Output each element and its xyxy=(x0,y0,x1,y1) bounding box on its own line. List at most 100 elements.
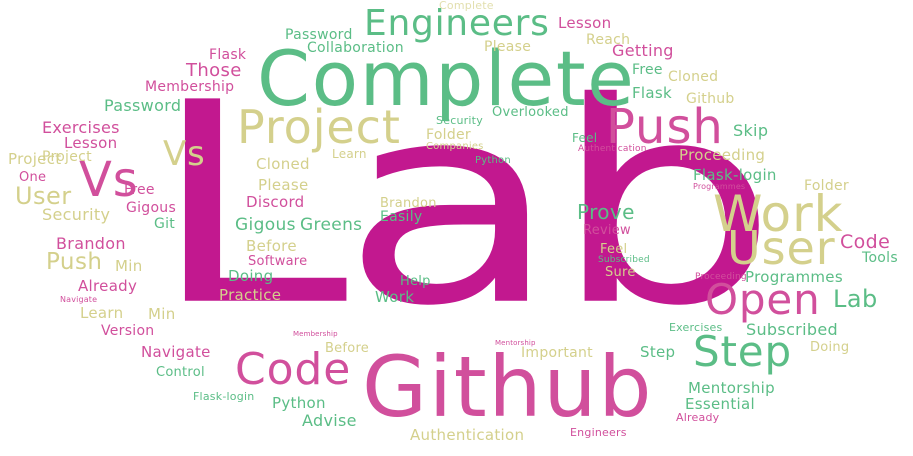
word: Getting xyxy=(612,41,674,60)
word: Easily xyxy=(380,209,423,225)
word: Doing xyxy=(228,267,274,285)
word: Proceeding xyxy=(695,272,747,282)
word: Discord xyxy=(246,193,305,211)
word: Tools xyxy=(862,250,898,266)
word: Please xyxy=(258,176,309,194)
word: Min xyxy=(115,257,143,275)
word: Vs xyxy=(163,134,206,174)
word: Reach xyxy=(586,32,631,48)
word: Flask xyxy=(632,84,672,102)
word: Sure xyxy=(605,265,636,280)
word: Security xyxy=(436,114,483,127)
word: Work xyxy=(375,288,415,306)
word: Already xyxy=(78,277,138,295)
word: Authentication xyxy=(410,426,525,444)
word: Navigate xyxy=(60,295,98,304)
word: Help xyxy=(400,274,431,289)
word: Vs xyxy=(79,152,139,208)
word: Complete xyxy=(257,34,636,123)
word: Folder xyxy=(804,178,849,194)
word: Membership xyxy=(145,79,235,95)
word: One xyxy=(19,170,47,185)
word: Exercises xyxy=(669,321,723,334)
word: Open xyxy=(705,275,821,324)
word: Git xyxy=(154,216,176,232)
word: Subscribed xyxy=(746,320,838,339)
word: Lesson xyxy=(64,134,118,152)
word: Password xyxy=(285,27,353,43)
word: Skip xyxy=(733,121,769,140)
word: Already xyxy=(676,411,720,424)
word: Those xyxy=(186,60,242,81)
word: Complete xyxy=(439,0,494,12)
word: Password xyxy=(104,96,182,115)
word: Mentorship xyxy=(688,379,775,397)
word: Gigous xyxy=(235,215,296,235)
word: Doing xyxy=(810,340,850,355)
word: Gigous xyxy=(126,200,177,216)
word: Brandon xyxy=(56,234,126,253)
word: Project xyxy=(42,149,92,165)
word: Practice xyxy=(219,286,282,304)
word: Python xyxy=(272,394,326,412)
word: Push xyxy=(606,99,724,155)
word: Programmes xyxy=(693,182,746,191)
word: Prove xyxy=(577,200,635,224)
word: Python xyxy=(475,155,511,166)
word: Step xyxy=(693,327,792,376)
word: Free xyxy=(124,182,155,198)
word: Membership xyxy=(293,330,338,338)
word: Flask xyxy=(209,47,247,63)
word: Work xyxy=(713,185,844,243)
word: Min xyxy=(148,305,176,323)
word: Advise xyxy=(302,411,357,430)
word: Engineers xyxy=(364,3,550,44)
word: Folder xyxy=(426,127,471,143)
word: Github xyxy=(686,91,735,107)
word: Overlooked xyxy=(492,105,569,120)
word: Project xyxy=(237,100,401,154)
word: User xyxy=(15,182,72,210)
word: Subscribed xyxy=(598,255,650,265)
word: Please xyxy=(484,39,532,55)
word: Learn xyxy=(80,304,124,322)
word: Review xyxy=(583,223,631,238)
word: Greens xyxy=(300,215,363,235)
word: Feel xyxy=(572,131,598,145)
word: Code xyxy=(235,344,352,395)
word: User xyxy=(727,221,836,275)
word: Before xyxy=(325,341,370,356)
word: Lesson xyxy=(558,14,612,32)
word: Feel xyxy=(600,242,628,257)
word: Engineers xyxy=(570,426,627,439)
word: Important xyxy=(521,345,593,361)
word: Version xyxy=(101,323,155,339)
word: Code xyxy=(840,231,891,253)
word: Brandon xyxy=(380,196,437,211)
word: Lab xyxy=(150,43,778,367)
word: Navigate xyxy=(141,343,211,361)
word: Free xyxy=(632,62,663,78)
word: Flask-login xyxy=(693,166,777,184)
word: Security xyxy=(42,205,111,224)
word: Before xyxy=(246,237,297,255)
word: Step xyxy=(640,343,676,361)
word: Software xyxy=(248,254,308,269)
word: Lab xyxy=(833,285,878,313)
word: Collaboration xyxy=(307,40,404,56)
word: Github xyxy=(362,338,654,436)
word: Authentication xyxy=(578,144,647,154)
word: Exercises xyxy=(42,118,120,137)
word: Essential xyxy=(685,395,755,413)
word: Cloned xyxy=(256,155,310,173)
word: Programmes xyxy=(745,268,843,286)
word: Control xyxy=(156,365,205,380)
word: Push xyxy=(46,249,103,275)
word: Learn xyxy=(332,147,367,161)
word: Cloned xyxy=(668,69,719,85)
word: Mentorship xyxy=(495,339,536,347)
word: Companies xyxy=(426,141,484,152)
word: Project xyxy=(8,150,62,168)
word: Flask-login xyxy=(193,390,255,403)
